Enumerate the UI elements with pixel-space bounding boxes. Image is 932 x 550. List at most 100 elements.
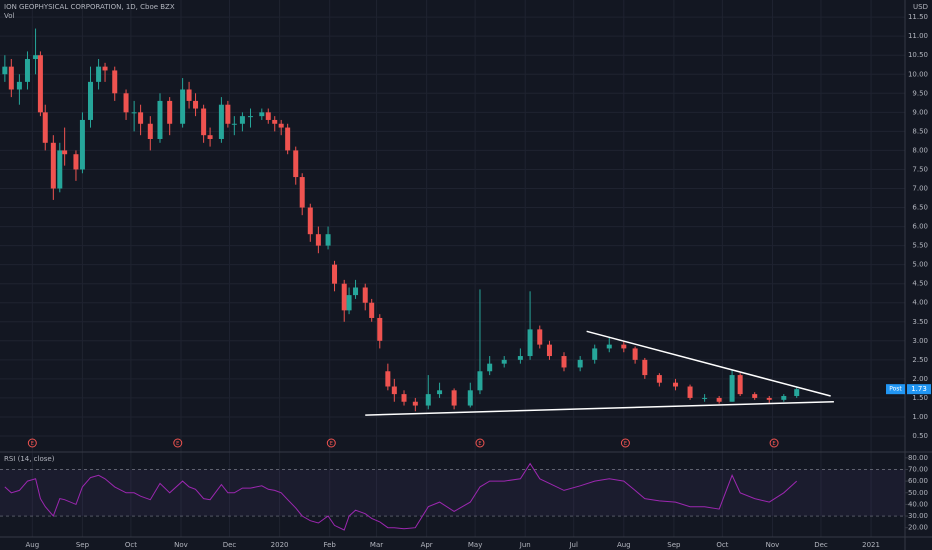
candle-body: [42, 112, 48, 143]
y-tick-label: 3.50: [912, 318, 928, 326]
candle-body: [239, 116, 245, 124]
last-price-badge: [907, 384, 931, 395]
rsi-tick-label: 30.00: [908, 512, 928, 520]
x-tick-label: 2020: [271, 541, 289, 549]
candle-body: [8, 66, 14, 90]
event-marker: [769, 438, 779, 448]
candle-body: [425, 394, 431, 406]
candle-body: [272, 119, 278, 124]
x-tick-label: May: [468, 541, 482, 549]
candle-body: [218, 104, 224, 139]
event-marker: [620, 438, 630, 448]
trendline: [586, 330, 831, 397]
candle-body: [716, 397, 722, 402]
candle-body: [781, 396, 787, 400]
event-label: E: [624, 441, 627, 447]
x-tick-label: Apr: [421, 541, 433, 549]
candle-body: [207, 135, 213, 139]
post-tag-bg: [886, 384, 905, 395]
volume-label: Vol: [4, 12, 15, 20]
y-tick-label: 1.50: [912, 394, 928, 402]
rsi-title: RSI (14, close): [4, 455, 55, 463]
candle-body: [632, 348, 638, 360]
trendline: [365, 400, 834, 416]
x-tick-label: Dec: [814, 541, 828, 549]
candle-body: [656, 375, 662, 383]
candle-body: [315, 234, 321, 246]
y-tick-label: 10.50: [908, 51, 928, 59]
candle-body: [147, 123, 153, 139]
y-tick-label: 10.00: [908, 70, 928, 78]
y-tick-label: 5.50: [912, 242, 928, 250]
x-tick-label: Aug: [617, 541, 631, 549]
candle-body: [16, 81, 22, 90]
candle-body: [186, 89, 192, 101]
candle-body: [606, 344, 612, 349]
x-tick-label: 2021: [862, 541, 880, 549]
y-tick-label: 6.50: [912, 204, 928, 212]
x-tick-label: Sep: [667, 541, 681, 549]
rsi-line: [4, 462, 798, 531]
candle-body: [687, 386, 693, 398]
y-tick-label: 4.00: [912, 299, 928, 307]
candle-body: [561, 356, 567, 368]
plot: 0.50 1.00 1.50 2.00 2.50 3.00 3.50 4.00 4.50 5.00…: [0, 13, 931, 549]
grid: [0, 0, 905, 537]
candle-body: [369, 302, 375, 318]
candle-body: [702, 397, 708, 399]
candle-body: [353, 287, 359, 296]
candle-body: [794, 389, 800, 397]
x-tick-label: Oct: [716, 541, 728, 549]
candle-body: [362, 287, 368, 303]
chart-title: ION GEOPHYSICAL CORPORATION, 1D, Cboe BZ…: [4, 3, 175, 11]
candle-body: [299, 177, 305, 208]
rsi-tick-label: 40.00: [908, 500, 928, 508]
candle-body: [278, 123, 284, 128]
rsi-tick-label: 70.00: [908, 465, 928, 473]
candle-body: [385, 371, 391, 387]
rsi-tick-label: 60.00: [908, 477, 928, 485]
candle-body: [766, 397, 772, 400]
x-tick-label: Nov: [766, 541, 780, 549]
last-price-label: 1.73: [911, 385, 927, 393]
x-tick-label: Aug: [25, 541, 39, 549]
candle-body: [341, 283, 347, 311]
candle-body: [642, 359, 648, 376]
candle-body: [259, 112, 265, 117]
y-tick-label: 3.00: [912, 337, 928, 345]
candle-body: [2, 66, 8, 75]
candle-body: [102, 66, 108, 71]
y-tick-label: 5.00: [912, 261, 928, 269]
candle-body: [247, 116, 253, 118]
event-label: E: [330, 441, 333, 447]
y-tick-label: 11.00: [908, 32, 928, 40]
candle-body: [73, 154, 79, 170]
candle-body: [180, 89, 186, 124]
candle-body: [401, 394, 407, 402]
candle-body: [157, 100, 163, 139]
x-tick-label: Jun: [519, 541, 531, 549]
candle-body: [112, 70, 118, 94]
candle-body: [62, 150, 68, 155]
rsi-tick-label: 80.00: [908, 454, 928, 462]
event-label: E: [176, 441, 179, 447]
x-tick-label: Feb: [323, 541, 336, 549]
candle-body: [37, 55, 43, 113]
candle-body: [123, 93, 129, 113]
y-tick-label: 9.00: [912, 108, 928, 116]
rsi-tick-label: 20.00: [908, 524, 928, 532]
candle-body: [231, 123, 237, 125]
candle-body: [477, 371, 483, 391]
y-tick-label: 9.50: [912, 89, 928, 97]
candle-body: [50, 142, 56, 189]
candle-body: [332, 264, 338, 284]
y-tick-label: 8.00: [912, 146, 928, 154]
y-tick-label: 2.50: [912, 356, 928, 364]
y-tick-label: 8.50: [912, 127, 928, 135]
candle-body: [467, 390, 473, 406]
x-tick-label: Dec: [223, 541, 237, 549]
currency-label: USD: [913, 3, 928, 11]
y-tick-label: 7.50: [912, 165, 928, 173]
event-marker: [326, 438, 336, 448]
candle-body: [451, 390, 457, 406]
